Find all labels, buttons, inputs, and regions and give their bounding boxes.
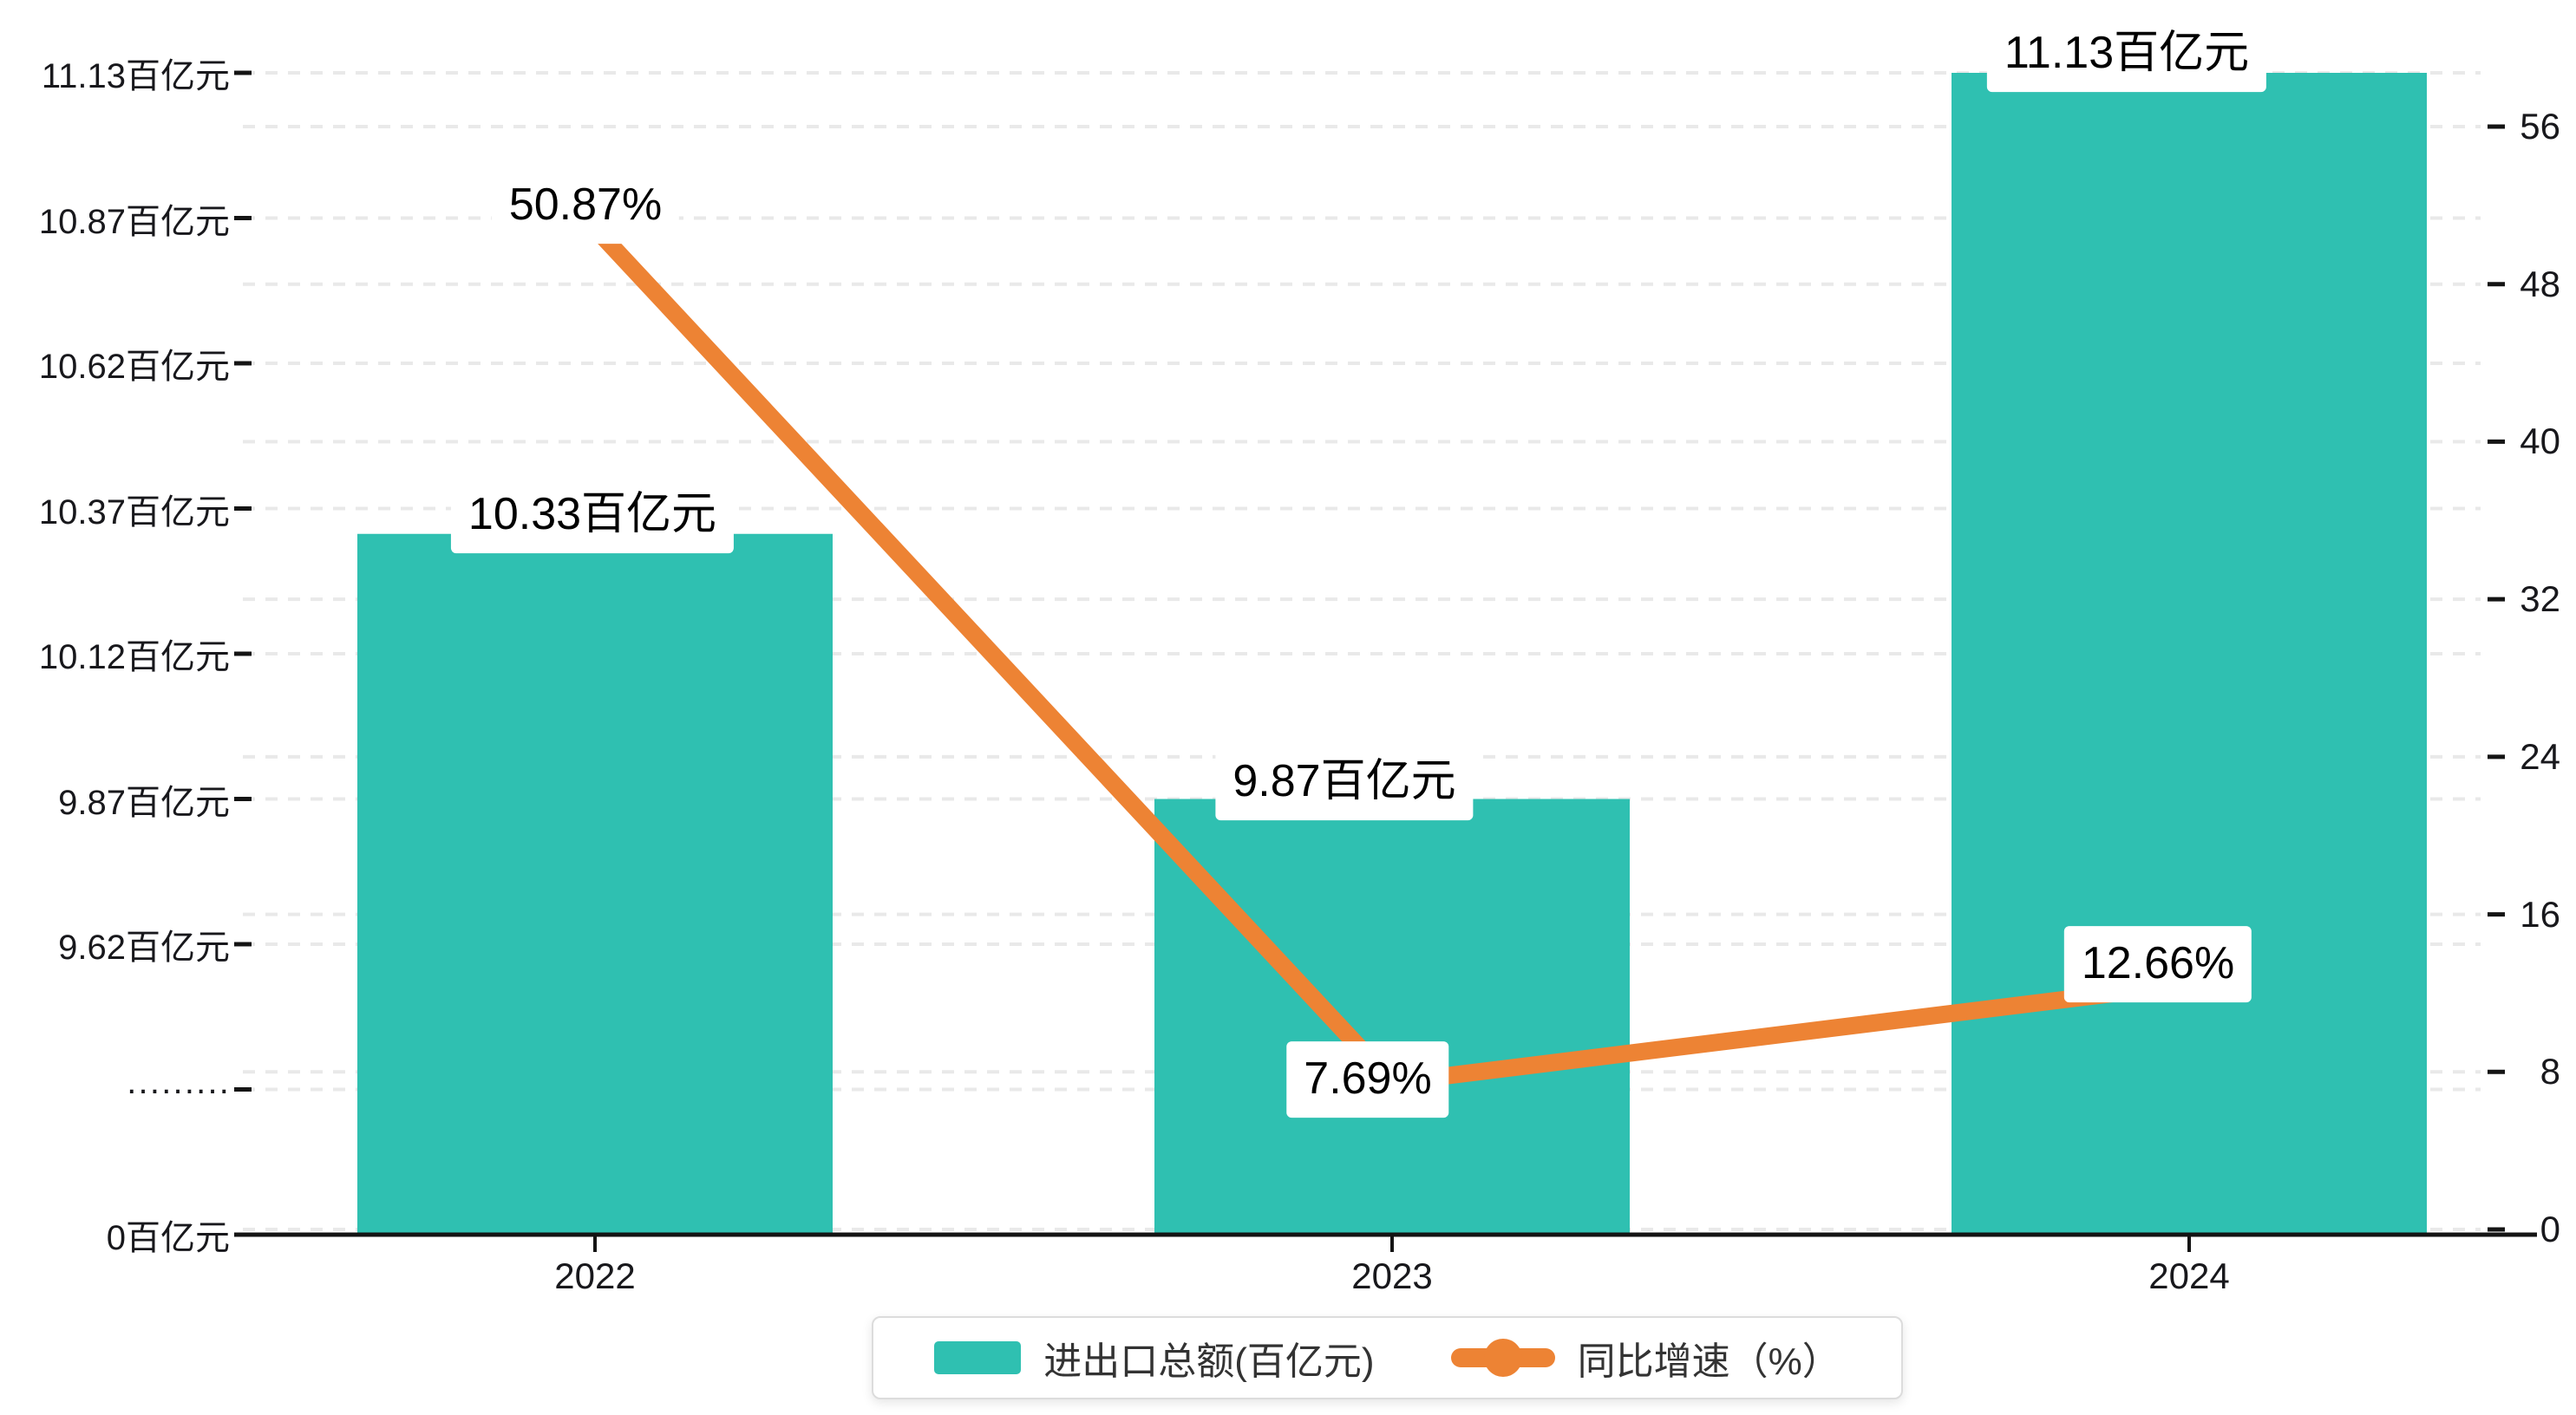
legend-line-marker-icon <box>1450 1339 1555 1377</box>
legend-label-1: 同比增速（%） <box>1577 1340 1840 1383</box>
legend-bar-swatch-icon <box>934 1341 1022 1374</box>
y-axis-right-label-0: 56 <box>2520 106 2560 147</box>
y-axis-right-label-5: 16 <box>2520 893 2560 935</box>
y-axis-left-label-4: 10.12百亿元 <box>38 638 230 676</box>
y-axis-right-label-4: 24 <box>2520 735 2560 777</box>
legend-label-0: 进出口总额(百亿元) <box>1043 1340 1375 1383</box>
legend-line-dot <box>1483 1339 1522 1377</box>
legend-item-line[interactable]: 同比增速（%） <box>1450 1330 1840 1386</box>
y-axis-left-label-7: ········· <box>126 1070 230 1108</box>
bar-value-label-2023: 9.87百亿元 <box>1215 744 1474 820</box>
legend-item-bar[interactable]: 进出口总额(百亿元) <box>934 1330 1375 1386</box>
y-axis-left-label-6: 9.62百亿元 <box>58 929 230 967</box>
x-axis-label-2022: 2022 <box>554 1255 636 1296</box>
y-axis-left-label-8: 0百亿元 <box>106 1219 230 1257</box>
line-value-label-2022: 50.87% <box>491 167 680 244</box>
y-axis-right-label-1: 48 <box>2520 263 2560 304</box>
y-axis-right-label-7: 0 <box>2540 1209 2560 1249</box>
y-axis-right-label-2: 40 <box>2520 421 2560 462</box>
y-axis-left-label-1: 10.87百亿元 <box>38 202 230 241</box>
y-axis-right-label-6: 8 <box>2540 1051 2560 1092</box>
line-value-label-2023: 7.69% <box>1286 1041 1449 1118</box>
bar-value-label-2022: 10.33百亿元 <box>450 477 735 553</box>
bar-2024[interactable] <box>1952 73 2427 1235</box>
x-axis-label-2024: 2024 <box>2148 1255 2230 1296</box>
y-axis-right-label-3: 32 <box>2520 578 2560 620</box>
y-axis-left-label-5: 9.87百亿元 <box>58 783 230 822</box>
bar-value-label-2024: 11.13百亿元 <box>1986 16 2267 92</box>
legend: 进出口总额(百亿元) 同比增速（%） <box>872 1316 1903 1399</box>
x-axis-label-2023: 2023 <box>1351 1255 1433 1296</box>
y-axis-left-label-3: 10.37百亿元 <box>38 492 230 531</box>
bar-2022[interactable] <box>357 533 833 1235</box>
line-value-label-2024: 12.66% <box>2063 926 2252 1002</box>
y-axis-left-label-2: 10.62百亿元 <box>38 348 230 386</box>
bar-2023[interactable] <box>1154 799 1630 1236</box>
y-axis-left-label-0: 11.13百亿元 <box>41 57 230 95</box>
